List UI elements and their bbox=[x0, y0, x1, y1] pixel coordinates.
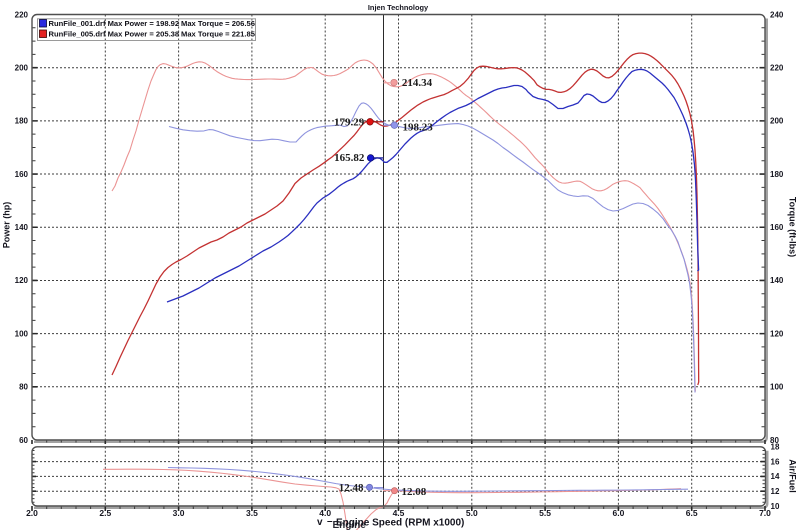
svg-text:4.5: 4.5 bbox=[393, 508, 405, 518]
svg-text:180: 180 bbox=[15, 117, 29, 126]
svg-text:14: 14 bbox=[771, 472, 780, 481]
svg-text:100: 100 bbox=[15, 329, 29, 338]
svg-text:120: 120 bbox=[770, 329, 784, 338]
svg-text:180: 180 bbox=[770, 170, 784, 179]
svg-text:2.0: 2.0 bbox=[26, 508, 38, 518]
svg-text:7.0: 7.0 bbox=[759, 508, 771, 518]
svg-text:12.48: 12.48 bbox=[339, 482, 364, 494]
svg-text:2.5: 2.5 bbox=[99, 508, 111, 518]
svg-text:80: 80 bbox=[19, 383, 28, 392]
svg-text:Engine Speed (RPM x1000): Engine Speed (RPM x1000) bbox=[336, 517, 464, 528]
svg-text:6.5: 6.5 bbox=[686, 508, 698, 518]
svg-text:100: 100 bbox=[770, 383, 784, 392]
svg-text:165.82: 165.82 bbox=[334, 152, 365, 164]
svg-text:v: v bbox=[317, 517, 323, 528]
svg-text:Torque (ft-lbs): Torque (ft-lbs) bbox=[788, 197, 798, 257]
svg-text:80: 80 bbox=[770, 436, 779, 445]
svg-text:18: 18 bbox=[771, 443, 780, 452]
svg-text:Air/Fuel: Air/Fuel bbox=[788, 459, 798, 493]
svg-text:3.5: 3.5 bbox=[246, 508, 258, 518]
svg-text:5.5: 5.5 bbox=[539, 508, 551, 518]
svg-text:220: 220 bbox=[15, 10, 29, 19]
svg-text:16: 16 bbox=[771, 457, 780, 466]
svg-text:3.0: 3.0 bbox=[173, 508, 185, 518]
svg-text:179.29: 179.29 bbox=[334, 116, 365, 128]
svg-text:Power (hp): Power (hp) bbox=[2, 202, 12, 249]
svg-text:RunFile_005.drf Max Power = 20: RunFile_005.drf Max Power = 205.38 bbox=[49, 30, 180, 39]
svg-text:12.08: 12.08 bbox=[402, 486, 427, 498]
svg-text:220: 220 bbox=[770, 64, 784, 73]
svg-text:200: 200 bbox=[770, 117, 784, 126]
svg-text:RunFile_001.drf Max Power = 19: RunFile_001.drf Max Power = 198.92 bbox=[49, 19, 180, 28]
svg-text:Max Torque = 206.56: Max Torque = 206.56 bbox=[181, 19, 255, 28]
svg-text:5.0: 5.0 bbox=[466, 508, 478, 518]
svg-text:200: 200 bbox=[15, 64, 29, 73]
svg-text:12: 12 bbox=[771, 487, 780, 496]
svg-text:Max Torque = 221.85: Max Torque = 221.85 bbox=[181, 30, 256, 39]
svg-text:214.34: 214.34 bbox=[402, 77, 433, 89]
svg-text:120: 120 bbox=[15, 276, 29, 285]
svg-text:240: 240 bbox=[770, 10, 784, 19]
svg-text:160: 160 bbox=[15, 170, 29, 179]
svg-text:4.0: 4.0 bbox=[319, 508, 331, 518]
svg-text:Engine: Engine bbox=[333, 520, 367, 530]
svg-text:140: 140 bbox=[770, 276, 784, 285]
svg-text:198.23: 198.23 bbox=[403, 121, 434, 133]
svg-text:6.0: 6.0 bbox=[612, 508, 624, 518]
svg-text:Injen Technology: Injen Technology bbox=[368, 3, 429, 12]
svg-text:60: 60 bbox=[19, 436, 28, 445]
svg-text:160: 160 bbox=[770, 223, 784, 232]
svg-text:10: 10 bbox=[771, 502, 780, 511]
svg-text:140: 140 bbox=[15, 223, 29, 232]
svg-text:–: – bbox=[327, 516, 333, 527]
